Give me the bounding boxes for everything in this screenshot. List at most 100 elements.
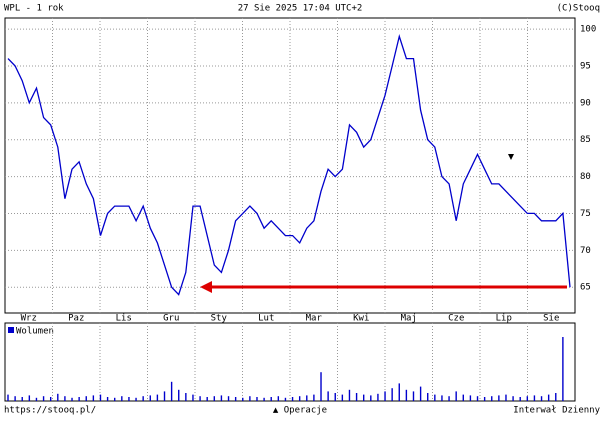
header-left: WPL - 1 rok xyxy=(4,4,64,14)
volume-bar xyxy=(114,397,116,401)
volume-bar xyxy=(491,396,493,401)
volume-bar xyxy=(270,397,272,401)
x-tick-label: Lip xyxy=(496,314,512,324)
volume-bar xyxy=(341,394,344,401)
volume-bar xyxy=(370,395,372,401)
y-tick-label: 65 xyxy=(580,283,591,293)
volume-bar xyxy=(7,394,9,401)
volume-bar xyxy=(469,395,472,401)
volume-bar xyxy=(35,397,38,401)
volume-bar xyxy=(334,393,336,401)
volume-bar xyxy=(178,389,180,401)
y-tick-label: 70 xyxy=(580,246,591,256)
volume-bar xyxy=(505,394,507,401)
volume-bar xyxy=(313,394,315,401)
x-tick-label: Sty xyxy=(211,314,228,324)
legend-label: Wolumen xyxy=(16,327,54,337)
volume-bar xyxy=(163,391,166,401)
volume-bar xyxy=(206,397,208,401)
price-line xyxy=(7,33,571,296)
volume-bar xyxy=(348,389,351,401)
volume-bar xyxy=(298,396,301,401)
footer-center[interactable]: ▲ Operacje xyxy=(273,406,327,416)
volume-bar xyxy=(263,397,265,401)
volume-bar xyxy=(391,388,393,401)
volume-bar xyxy=(142,396,144,401)
volume-bar xyxy=(419,386,422,401)
volume-bar xyxy=(320,372,322,401)
volume-bar xyxy=(362,394,365,401)
volume-bar xyxy=(256,397,258,401)
volume-bar xyxy=(398,383,400,401)
volume-bar xyxy=(355,393,358,401)
volume-bar xyxy=(85,396,87,401)
legend-swatch xyxy=(8,327,14,333)
volume-bar xyxy=(533,395,536,401)
header-center: 27 Sie 2025 17:04 UTC+2 xyxy=(238,4,363,14)
volume-bar xyxy=(455,391,457,401)
volume-bar xyxy=(242,397,244,401)
volume-bar xyxy=(306,395,308,401)
volume-bar xyxy=(462,394,464,401)
x-tick-label: Lis xyxy=(116,314,132,324)
volume-bar xyxy=(249,396,251,401)
volume-bar xyxy=(14,396,16,401)
y-tick-label: 90 xyxy=(580,98,591,108)
volume-bar xyxy=(384,391,386,401)
header-right: (C)Stooq xyxy=(557,4,600,14)
volume-bar xyxy=(405,389,408,401)
volume-bar xyxy=(71,397,73,401)
x-tick-label: Maj xyxy=(401,314,417,324)
volume-bar xyxy=(92,395,95,401)
volume-bar xyxy=(483,397,486,401)
footer-right: Interwał Dzienny xyxy=(513,406,600,416)
x-tick-label: Gru xyxy=(163,314,179,324)
volume-bar xyxy=(78,397,80,401)
volume-bar xyxy=(540,396,543,401)
x-tick-label: Mar xyxy=(306,314,323,324)
x-tick-label: Paz xyxy=(68,314,84,324)
x-tick-label: Kwi xyxy=(353,314,369,324)
marker-triangle xyxy=(508,154,514,160)
y-tick-label: 85 xyxy=(580,135,591,145)
volume-bar xyxy=(57,393,59,401)
volume-bar xyxy=(149,395,151,401)
volume-bar xyxy=(128,397,130,401)
x-tick-label: Sie xyxy=(543,314,559,324)
volume-bar xyxy=(547,394,550,401)
volume-bar xyxy=(291,397,294,401)
volume-bar xyxy=(49,397,52,401)
volume-bar xyxy=(220,395,223,401)
volume-bar xyxy=(512,396,514,401)
y-tick-label: 95 xyxy=(580,61,591,71)
volume-bar xyxy=(185,393,187,401)
volume-bar xyxy=(434,394,436,401)
volume-bar xyxy=(21,397,23,401)
volume-bar xyxy=(135,397,137,401)
volume-bar xyxy=(192,394,194,401)
x-tick-label: Cze xyxy=(448,314,464,324)
volume-bar xyxy=(234,397,237,401)
volume-bar xyxy=(498,395,500,401)
volume-bar xyxy=(121,396,123,401)
volume-bar xyxy=(526,396,529,401)
volume-bar xyxy=(170,381,173,401)
y-tick-label: 80 xyxy=(580,172,591,182)
volume-bar xyxy=(284,397,287,401)
volume-bar xyxy=(28,395,31,401)
volume-bar xyxy=(227,396,230,401)
volume-bar xyxy=(156,394,159,401)
arrow-head xyxy=(200,281,212,293)
volume-bar xyxy=(441,395,443,401)
volume-bar xyxy=(213,396,216,401)
volume-bar xyxy=(42,396,45,401)
volume-bar xyxy=(555,393,557,401)
x-tick-label: Lut xyxy=(258,314,274,324)
volume-bar xyxy=(199,396,201,401)
footer-left: https://stooq.pl/ xyxy=(4,406,96,416)
volume-bar xyxy=(327,391,329,401)
volume-bar xyxy=(277,396,280,401)
volume-bar xyxy=(476,396,479,401)
volume-bar xyxy=(412,391,415,401)
